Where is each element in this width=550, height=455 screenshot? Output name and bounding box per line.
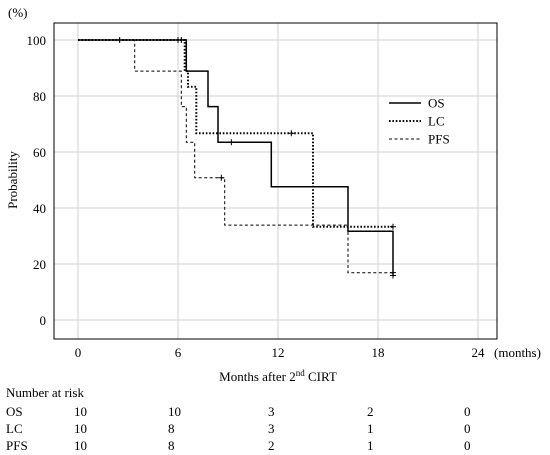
legend-label-pfs: PFS	[428, 132, 450, 147]
km-survival-chart: 0 6 12 18 24 0 20 40 60 80 100 OS LC PFS (%) Probabi…	[5, 5, 541, 384]
y-tick-label: 100	[27, 33, 47, 48]
censor-mark-os	[228, 139, 235, 146]
x-unit-label: (months)	[494, 345, 541, 360]
y-tick-label: 40	[33, 201, 46, 216]
y-tick-label: 60	[33, 145, 46, 160]
risk-cell: 0	[464, 404, 471, 419]
x-tick-label: 12	[272, 345, 285, 360]
y-tick-label: 0	[40, 313, 47, 328]
y-tick-label: 20	[33, 257, 46, 272]
series-line-lc	[78, 39, 393, 228]
x-axis-label-tail: CIRT	[305, 369, 337, 384]
series-line-pfs	[78, 39, 393, 274]
x-tick-label: 6	[175, 345, 182, 360]
series-group	[78, 37, 396, 279]
risk-row-label: LC	[6, 421, 23, 436]
axes	[53, 22, 498, 340]
risk-cell: 10	[74, 421, 87, 436]
risk-cell: 10	[74, 404, 87, 419]
risk-row-label: OS	[6, 404, 23, 419]
x-axis-label-sup: nd	[296, 368, 306, 378]
risk-row-os: OS 10 10 3 2 0	[0, 404, 550, 420]
censor-mark-lc	[178, 37, 185, 43]
series-line-os	[78, 39, 394, 276]
risk-cell: 2	[367, 404, 374, 419]
censor-mark-lc	[390, 223, 396, 230]
censor-mark-pfs	[390, 269, 396, 276]
y-unit-label: (%)	[8, 5, 28, 20]
legend-label-lc: LC	[428, 114, 445, 129]
plot-frame	[53, 22, 498, 340]
risk-cell: 10	[168, 404, 181, 419]
risk-table-title: Number at risk	[6, 385, 84, 400]
risk-table: Number at risk OS 10 10 3 2 0 LC 10 8 3 1 0 PFS 10 8 2 1…	[0, 385, 550, 455]
x-tick-label: 24	[472, 345, 486, 360]
risk-cell: 3	[268, 404, 275, 419]
risk-cell: 0	[464, 421, 471, 436]
y-axis-label: Probability	[5, 151, 20, 209]
risk-cell: 10	[74, 438, 87, 453]
risk-cell: 8	[168, 438, 175, 453]
x-axis-label-main: Months after 2	[219, 369, 296, 384]
risk-cell: 8	[168, 421, 175, 436]
x-tick-label: 18	[372, 345, 385, 360]
risk-cell: 3	[268, 421, 275, 436]
legend-label-os: OS	[428, 96, 445, 111]
legend: OS LC PFS	[389, 96, 450, 147]
risk-cell: 2	[268, 438, 275, 453]
censor-mark-pfs	[218, 174, 225, 181]
risk-cell: 1	[367, 438, 374, 453]
x-tick-label: 0	[75, 345, 82, 360]
risk-row-lc: LC 10 8 3 1 0	[0, 421, 550, 437]
censor-mark-lc	[288, 130, 295, 137]
risk-row-label: PFS	[6, 438, 28, 453]
risk-row-pfs: PFS 10 8 2 1 0	[0, 438, 550, 454]
tick-labels: 0 6 12 18 24 0 20 40 60 80 100	[27, 33, 486, 360]
grid-lines	[54, 23, 497, 339]
risk-cell: 1	[367, 421, 374, 436]
risk-cell: 0	[464, 438, 471, 453]
y-tick-label: 80	[33, 89, 46, 104]
x-axis-label: Months after 2nd CIRT	[219, 368, 337, 384]
